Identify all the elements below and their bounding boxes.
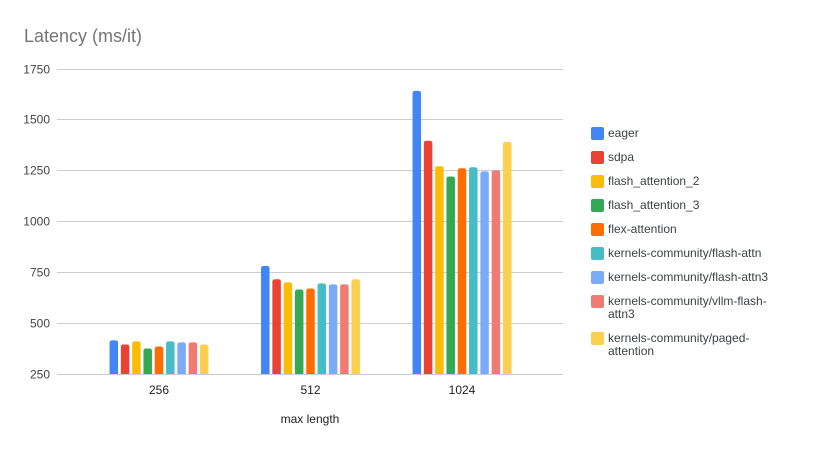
bar[interactable] bbox=[294, 289, 304, 374]
legend-label: kernels-community/vllm-flash-attn3 bbox=[608, 294, 767, 321]
bar[interactable] bbox=[317, 283, 327, 374]
legend-label: kernels-community/paged-attention bbox=[608, 331, 750, 358]
x-axis-category-labels: 256 512 1024 bbox=[149, 383, 476, 397]
legend-label: kernels-community/flash-attn3 bbox=[608, 270, 769, 284]
legend-item[interactable]: flash_attention_3 bbox=[591, 199, 783, 212]
legend-swatch bbox=[591, 295, 604, 308]
legend-label: kernels-community/flash-attn bbox=[608, 246, 762, 260]
bar[interactable] bbox=[188, 342, 198, 374]
legend-swatch bbox=[591, 271, 604, 284]
bar[interactable] bbox=[132, 341, 141, 374]
legend-item[interactable]: kernels-community/flash-attn bbox=[591, 247, 783, 260]
y-tick-label: 1000 bbox=[23, 215, 50, 229]
bar[interactable] bbox=[340, 284, 349, 374]
bar[interactable] bbox=[457, 168, 467, 374]
bar[interactable] bbox=[446, 176, 455, 374]
legend-item[interactable]: flex-attention bbox=[591, 223, 783, 236]
chart-title: Latency (ms/it) bbox=[24, 26, 143, 46]
bar[interactable] bbox=[261, 266, 270, 374]
bar[interactable] bbox=[283, 282, 293, 374]
legend-swatch bbox=[591, 223, 604, 236]
bar[interactable] bbox=[306, 288, 315, 374]
bar[interactable] bbox=[491, 170, 501, 374]
bar[interactable] bbox=[351, 279, 360, 374]
y-tick-label: 250 bbox=[30, 368, 50, 382]
bar[interactable] bbox=[120, 344, 130, 374]
y-tick-label: 1500 bbox=[23, 113, 50, 127]
bar[interactable] bbox=[177, 342, 186, 374]
bar[interactable] bbox=[469, 167, 478, 374]
x-category-label: 256 bbox=[149, 383, 169, 397]
y-tick-label: 500 bbox=[30, 317, 50, 331]
legend-swatch bbox=[591, 247, 604, 260]
legend-item[interactable]: sdpa bbox=[591, 151, 783, 164]
legend-item[interactable]: kernels-community/vllm-flash-attn3 bbox=[591, 295, 783, 321]
legend-swatch bbox=[591, 175, 604, 188]
legend-swatch bbox=[591, 199, 604, 212]
bar-series bbox=[109, 90, 512, 375]
legend-swatch bbox=[591, 151, 604, 164]
y-tick-label: 1250 bbox=[23, 164, 50, 178]
x-category-label: 1024 bbox=[449, 383, 476, 397]
legend-item[interactable]: eager bbox=[591, 127, 783, 140]
bar[interactable] bbox=[412, 90, 422, 375]
bar[interactable] bbox=[502, 141, 512, 374]
legend-label: flex-attention bbox=[608, 222, 677, 236]
y-tick-label: 1750 bbox=[23, 63, 50, 77]
bar[interactable] bbox=[154, 346, 164, 374]
bar[interactable] bbox=[328, 284, 338, 374]
legend-item[interactable]: flash_attention_2 bbox=[591, 175, 783, 188]
legend-label: sdpa bbox=[608, 150, 635, 164]
y-tick-label: 750 bbox=[30, 266, 50, 280]
legend-label: flash_attention_3 bbox=[608, 198, 700, 212]
x-category-label: 512 bbox=[300, 383, 320, 397]
y-axis-tick-labels: 250 500 750 1000 1250 1500 1750 bbox=[23, 63, 50, 382]
legend-swatch bbox=[591, 127, 604, 140]
bar[interactable] bbox=[166, 341, 175, 374]
bar[interactable] bbox=[480, 171, 489, 374]
bar[interactable] bbox=[272, 279, 281, 374]
bar[interactable] bbox=[423, 140, 433, 374]
bar[interactable] bbox=[143, 348, 152, 374]
bar[interactable] bbox=[109, 340, 119, 374]
legend-item[interactable]: kernels-community/paged-attention bbox=[591, 332, 783, 358]
legend-label: flash_attention_2 bbox=[608, 174, 700, 188]
x-axis-title: max length bbox=[281, 412, 340, 426]
legend-swatch bbox=[591, 332, 604, 345]
legend-item[interactable]: kernels-community/flash-attn3 bbox=[591, 271, 783, 284]
bar[interactable] bbox=[435, 166, 444, 374]
bar[interactable] bbox=[199, 344, 209, 374]
legend-label: eager bbox=[608, 126, 639, 140]
legend: eager sdpa flash_attention_2 flash_attentio… bbox=[591, 127, 783, 358]
